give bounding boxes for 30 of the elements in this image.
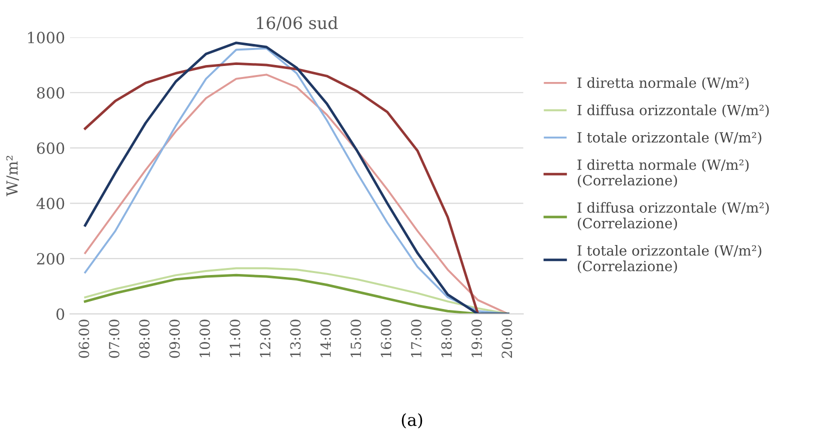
legend-label: I diretta normale (W/m²) (Correlazione) bbox=[578, 159, 749, 188]
legend-label: I diretta normale (W/m²) bbox=[578, 77, 749, 90]
x-tick-label: 08:00 bbox=[139, 320, 150, 358]
y-tick-label: 1000 bbox=[28, 32, 64, 44]
y-axis-title: W/m² bbox=[6, 156, 19, 196]
legend-label: I diffusa orizzontale (W/m²) (Correlazione) bbox=[578, 202, 769, 230]
legend-label: I diffusa orizzontale (W/m²) bbox=[578, 104, 769, 118]
y-tick-label: 600 bbox=[37, 142, 64, 154]
x-tick-label: 15:00 bbox=[350, 320, 362, 358]
x-tick-label: 11:00 bbox=[230, 320, 240, 358]
x-tick-label: 14:00 bbox=[320, 320, 331, 358]
x-tick-label: 12:00 bbox=[260, 320, 270, 358]
x-tick-label: 09:00 bbox=[169, 320, 180, 358]
x-tick-label: 19:00 bbox=[471, 320, 482, 358]
y-tick-label: 200 bbox=[37, 253, 64, 265]
x-tick-label: 07:00 bbox=[108, 320, 120, 358]
y-tick-label: 800 bbox=[37, 87, 64, 99]
chart-title: 16/06 sud bbox=[257, 16, 338, 31]
y-tick-label: 400 bbox=[36, 198, 64, 210]
x-tick-label: 20:00 bbox=[502, 320, 512, 358]
x-tick-label: 13:00 bbox=[290, 320, 301, 358]
x-tick-label: 18:00 bbox=[441, 320, 452, 358]
legend-label: I totale orizzontale (W/m²) bbox=[578, 132, 762, 145]
legend-label: I totale orizzontale (W/m²) (Correlazione) bbox=[578, 244, 762, 274]
x-tick-label: 10:00 bbox=[200, 320, 210, 358]
text: (a) bbox=[402, 413, 422, 428]
x-tick-label: 16:00 bbox=[380, 320, 392, 358]
y-tick-label: 0 bbox=[56, 308, 64, 320]
x-tick-label: 17:00 bbox=[411, 320, 422, 358]
x-tick-label: 06:00 bbox=[78, 320, 90, 358]
